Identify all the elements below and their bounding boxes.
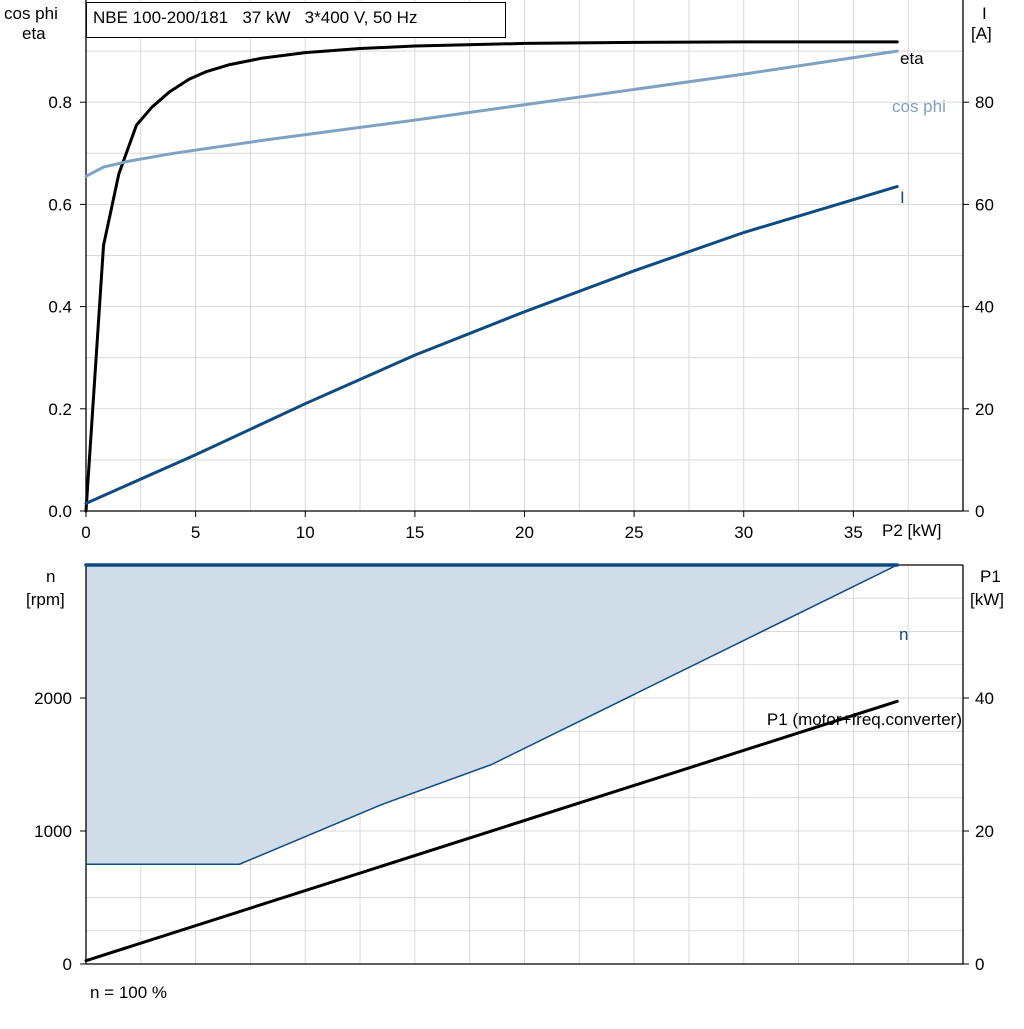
eta-series-label: eta xyxy=(900,49,924,68)
top-left-axis-label-line1: cos phi xyxy=(4,4,58,23)
current-curve xyxy=(84,185,899,505)
right-tick-label-0: 0 xyxy=(975,502,984,521)
right-tick-label-1: 40 xyxy=(975,689,994,708)
p1-series-label: P1 (motor+freq.converter) xyxy=(767,710,962,729)
left-tick-label-0: 0.2 xyxy=(48,400,72,419)
left-tick-label-1: 1000 xyxy=(34,822,72,841)
left-tick-label-0: 0.4 xyxy=(48,298,72,317)
x-tick-label-0: 20 xyxy=(515,523,534,542)
right-tick-label-1: 20 xyxy=(975,822,994,841)
left-tick-label-1: 0 xyxy=(63,955,72,974)
p1-curve xyxy=(84,699,899,963)
right-tick-label-1: 0 xyxy=(975,955,984,974)
x-tick-label-0: 15 xyxy=(405,523,424,542)
right-tick-label-0: 20 xyxy=(975,400,994,419)
x-tick-label-0: 25 xyxy=(625,523,644,542)
left-tick-label-1: 2000 xyxy=(34,689,72,708)
right-tick-label-0: 60 xyxy=(975,195,994,214)
x-tick-label-0: 0 xyxy=(81,523,90,542)
cos-phi-curve xyxy=(84,49,899,178)
right-tick-label-0: 40 xyxy=(975,298,994,317)
chart-title: NBE 100-200/181 37 kW 3*400 V, 50 Hz xyxy=(86,2,506,38)
min-speed-curve xyxy=(85,564,898,865)
current-series-label: I xyxy=(900,188,905,207)
speed-note: n = 100 % xyxy=(90,983,168,1002)
speed-series-label: n xyxy=(899,625,908,644)
left-tick-label-0: 0.8 xyxy=(48,93,72,112)
x-tick-label-0: 10 xyxy=(296,523,315,542)
x-tick-label-0: 5 xyxy=(191,523,200,542)
cos-phi-series-label: cos phi xyxy=(892,97,946,116)
top-right-axis-label-line1: I xyxy=(982,4,987,23)
bottom-left-axis-label-line2: [rpm] xyxy=(26,590,65,609)
eta-curve xyxy=(84,40,899,513)
left-tick-label-0: 0.0 xyxy=(48,502,72,521)
right-tick-label-0: 80 xyxy=(975,93,994,112)
bottom-right-axis-label-line2: [kW] xyxy=(970,590,1004,609)
left-tick-label-0: 0.6 xyxy=(48,195,72,214)
bottom-left-axis-label-line1: n xyxy=(46,567,56,586)
top-right-axis-label-line2: [A] xyxy=(971,24,992,43)
bottom-right-axis-label-line1: P1 xyxy=(980,567,1001,586)
x-tick-label-0: 30 xyxy=(734,523,753,542)
top-left-axis-label-line2: eta xyxy=(22,24,46,43)
x-tick-label-0: 35 xyxy=(844,523,863,542)
top-x-axis-label: P2 [kW] xyxy=(882,521,942,540)
speed-range-area xyxy=(86,565,898,865)
